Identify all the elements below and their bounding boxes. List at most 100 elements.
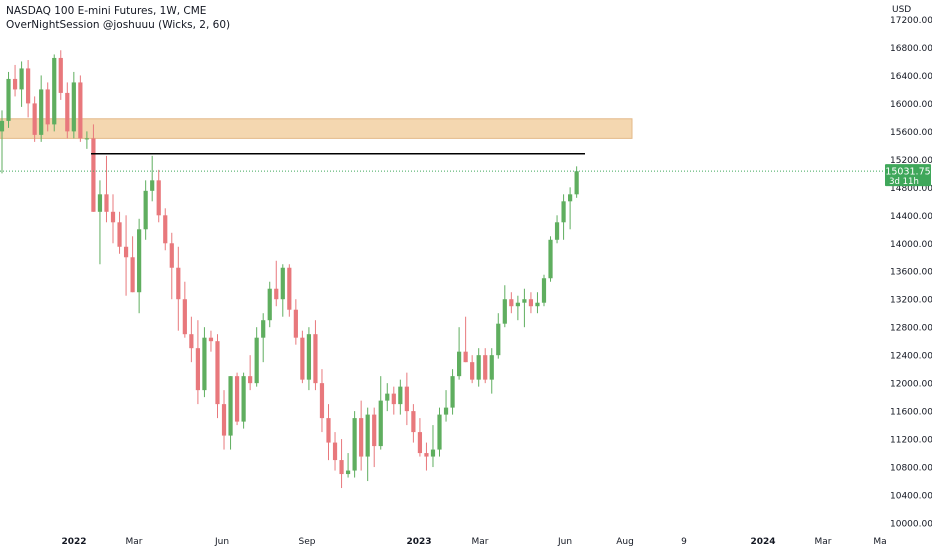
candle <box>169 232 174 300</box>
y-tick-label: 17200.00 <box>890 16 932 26</box>
candle <box>345 453 351 478</box>
candle-body <box>483 355 488 380</box>
y-tick-label: 16800.00 <box>890 44 932 54</box>
candle-body <box>254 337 259 384</box>
candle <box>476 348 481 387</box>
candle-body <box>123 246 129 258</box>
candle <box>430 425 436 468</box>
candle <box>215 334 220 419</box>
candle <box>463 316 468 363</box>
candle-body <box>195 348 200 391</box>
candle <box>267 281 272 328</box>
candle-body <box>221 404 227 436</box>
candle-body <box>489 355 494 380</box>
candle <box>195 320 200 405</box>
candle-body <box>496 323 501 356</box>
candle-body <box>470 362 475 380</box>
candle <box>91 124 96 212</box>
candle <box>365 407 370 482</box>
candle-body <box>241 376 246 422</box>
candle <box>254 327 259 387</box>
candle-body <box>339 460 344 475</box>
candle-body <box>71 82 76 132</box>
candle <box>104 155 109 223</box>
candle-body <box>202 337 207 391</box>
y-tick-label: 14000.00 <box>890 240 932 250</box>
candle-body <box>248 376 253 384</box>
candle-body <box>84 138 89 140</box>
candle-body <box>332 442 338 461</box>
x-tick-label: 2024 <box>750 537 775 547</box>
candle-body <box>26 68 31 104</box>
candle <box>300 330 305 384</box>
candle <box>202 327 207 398</box>
candle-body <box>91 138 96 212</box>
candle <box>39 75 44 142</box>
candle-body <box>378 400 383 447</box>
price-tag-value: 15031.75 <box>885 167 930 178</box>
candle <box>326 404 331 461</box>
y-tick-label: 12400.00 <box>890 352 932 362</box>
candle <box>84 131 89 149</box>
x-tick-label: Mar <box>815 537 832 547</box>
candle <box>541 274 547 307</box>
candle-body <box>502 299 507 324</box>
x-tick-label: Mar <box>126 537 143 547</box>
y-tick-label: 11200.00 <box>890 436 932 446</box>
candle-body <box>561 201 566 223</box>
candle <box>339 439 344 489</box>
candle <box>189 316 194 363</box>
candle <box>19 61 24 107</box>
candle <box>404 372 409 426</box>
candle <box>489 348 494 394</box>
candle <box>234 372 240 426</box>
x-tick-label: Jun <box>214 537 229 547</box>
candle-body <box>39 89 44 135</box>
candle-body <box>65 92 70 132</box>
candle-body <box>215 341 220 405</box>
candle-body <box>411 411 416 433</box>
candle-body <box>228 376 233 436</box>
candle-body <box>306 334 312 380</box>
y-tick-label: 12800.00 <box>890 324 932 334</box>
candle <box>450 369 455 415</box>
supply-zone[interactable] <box>0 118 633 139</box>
candle-body <box>417 432 423 454</box>
candle-body <box>32 103 37 135</box>
candle <box>52 54 57 132</box>
candle-body <box>58 57 63 93</box>
candle <box>182 281 187 338</box>
candle <box>306 327 312 391</box>
candle <box>150 155 155 202</box>
candle-body <box>19 68 24 90</box>
candle <box>535 292 540 314</box>
candle-body <box>6 78 11 121</box>
candle <box>137 218 142 314</box>
candle <box>352 411 357 478</box>
candle-body <box>443 407 449 415</box>
indicator-label[interactable]: OverNightSession @joshuuu (Wicks, 2, 60) <box>6 19 231 31</box>
candle <box>287 264 292 317</box>
candle <box>0 110 5 174</box>
candle-body <box>515 302 520 307</box>
candle <box>424 442 429 471</box>
x-tick-label: Ma <box>873 537 886 547</box>
candle <box>483 348 488 384</box>
candle-body <box>541 278 547 303</box>
candle <box>548 236 553 282</box>
candle <box>26 60 31 118</box>
candle-body <box>104 194 109 212</box>
candle <box>221 390 227 450</box>
candle <box>261 313 266 363</box>
candle <box>78 75 83 142</box>
candle-body <box>385 393 390 401</box>
candle-body <box>424 453 429 457</box>
candle-body <box>182 299 187 335</box>
candle-body <box>150 180 155 191</box>
candle <box>130 236 135 293</box>
candle-body <box>359 418 364 457</box>
candle <box>208 330 214 352</box>
candle <box>110 194 116 244</box>
